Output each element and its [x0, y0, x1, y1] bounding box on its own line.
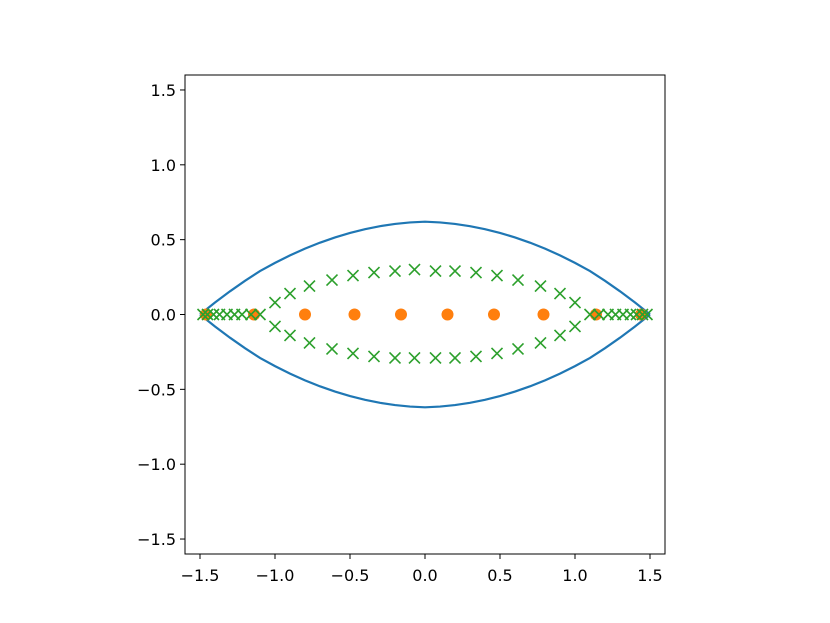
x-marker [511, 342, 525, 355]
circle-marker [590, 308, 602, 321]
x-marker [196, 308, 210, 321]
x-marker [325, 342, 339, 355]
y-tick-label: −1.0 [137, 455, 176, 474]
x-tick-label: −1.0 [256, 566, 295, 585]
x-marker [244, 308, 258, 321]
x-marker [303, 279, 316, 293]
x-marker [303, 336, 316, 350]
axes-ticks: −1.5 −1.0 −0.5 0.0 0.5 1.0 1.5 −1.5 −1.0 −0.5 0.0 0… [137, 81, 663, 585]
x-tick-label: 1.5 [637, 566, 662, 585]
x-marker [388, 351, 402, 364]
plot-area [196, 220, 654, 409]
circle-marker [395, 308, 407, 321]
x-marker [408, 351, 421, 364]
x-marker [388, 265, 402, 278]
circle-marker [441, 308, 454, 321]
curve-upper [199, 220, 651, 316]
x-tick-label: −0.5 [331, 566, 370, 585]
y-tick-label: 0.0 [151, 306, 176, 325]
x-marker [283, 287, 297, 300]
x-marker [268, 296, 282, 309]
x-marker [469, 350, 483, 363]
y-tick-label: 1.5 [151, 81, 176, 100]
x-marker [325, 274, 339, 287]
x-marker [630, 308, 643, 321]
x-marker [624, 308, 637, 321]
curve-lower [199, 313, 651, 409]
x-marker [367, 266, 381, 279]
x-marker [534, 279, 547, 293]
x-marker [640, 308, 654, 321]
x-marker [253, 308, 267, 321]
x-marker [235, 308, 249, 321]
x-marker [448, 265, 462, 278]
circle-marker [248, 308, 260, 321]
x-marker [583, 308, 597, 321]
y-tick-label: 1.0 [151, 156, 176, 175]
x-tick-label: 0.0 [412, 566, 437, 585]
x-marker [429, 351, 442, 364]
circle-marker [488, 308, 500, 321]
x-tick-label: 0.5 [487, 566, 512, 585]
x-marker [553, 329, 567, 342]
x-marker [268, 320, 282, 333]
circle-marker [200, 308, 212, 321]
y-tick-label: 0.5 [151, 231, 176, 250]
x-marker [201, 308, 214, 321]
circle-marker [299, 308, 311, 321]
circle-marker [348, 308, 361, 321]
circle-marker [537, 308, 550, 321]
x-marker [534, 336, 547, 350]
x-tick-label: −1.5 [181, 566, 220, 585]
x-marker [592, 308, 606, 321]
x-marker [636, 308, 649, 321]
x-marker [568, 296, 582, 309]
x-marker [207, 308, 220, 321]
x-marker [346, 347, 360, 360]
axes-frame [184, 74, 666, 555]
x-marker [408, 263, 421, 276]
x-marker [490, 269, 504, 282]
x-marker [511, 274, 525, 287]
x-marker [429, 265, 442, 278]
x-tick-label: 1.0 [562, 566, 587, 585]
x-marker [568, 320, 582, 333]
x-marker [367, 350, 381, 363]
x-marker [448, 351, 462, 364]
x-marker [469, 266, 483, 279]
y-tick-label: −1.5 [137, 530, 176, 549]
x-marker [346, 269, 360, 282]
x-marker [553, 287, 567, 300]
x-marker [283, 329, 297, 342]
x-marker [490, 347, 504, 360]
y-tick-label: −0.5 [137, 380, 176, 399]
